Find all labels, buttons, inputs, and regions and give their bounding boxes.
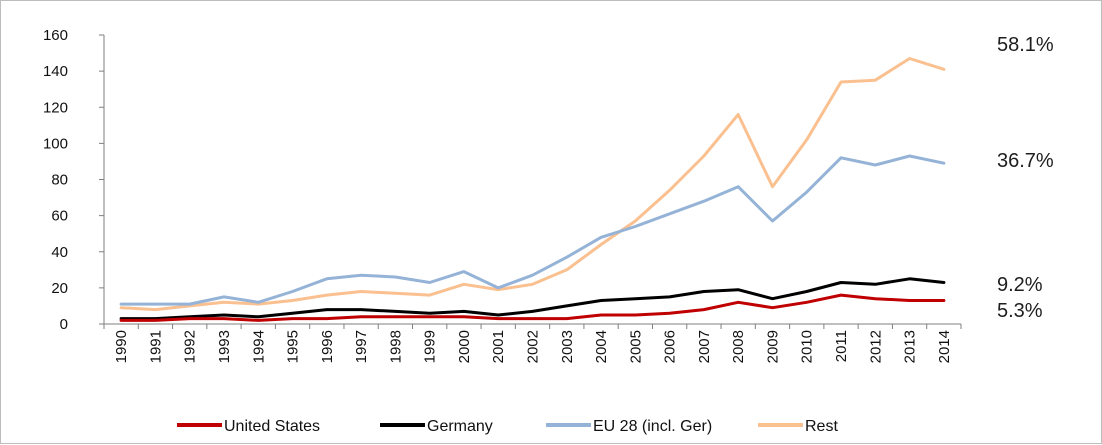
y-axis-ticks: 0 20 40 60 80 100 120 140 160 bbox=[43, 27, 104, 333]
end-labels: 58.1% 36.7% 9.2% 5.3% bbox=[997, 34, 1054, 322]
end-label: 58.1% bbox=[997, 34, 1054, 56]
legend: United States Germany EU 28 (incl. Ger) Res… bbox=[177, 418, 838, 435]
x-tick-label: 1995 bbox=[285, 330, 302, 363]
x-tick-label: 2009 bbox=[764, 330, 781, 363]
legend-label: Rest bbox=[805, 418, 838, 435]
series-line-rest bbox=[119, 57, 946, 312]
x-tick-label: 2011 bbox=[833, 330, 850, 362]
y-tick-label: 120 bbox=[43, 99, 68, 116]
x-tick-label: 2013 bbox=[902, 330, 919, 363]
x-tick-label: 1997 bbox=[353, 330, 370, 363]
y-tick-label: 80 bbox=[51, 172, 68, 189]
x-tick-label: 2002 bbox=[525, 330, 542, 363]
legend-label: Germany bbox=[427, 418, 493, 435]
y-tick-label: 100 bbox=[43, 135, 68, 152]
x-tick-label: 2007 bbox=[696, 330, 713, 363]
x-tick-label: 1996 bbox=[319, 330, 336, 363]
x-tick-label: 1994 bbox=[250, 330, 267, 363]
series-lines bbox=[119, 57, 946, 322]
x-tick-label: 1999 bbox=[422, 330, 439, 363]
y-tick-label: 60 bbox=[51, 208, 68, 225]
axes bbox=[103, 35, 961, 325]
y-tick-label: 140 bbox=[43, 63, 68, 80]
x-tick-label: 1990 bbox=[113, 330, 130, 363]
y-tick-label: 0 bbox=[60, 316, 68, 333]
y-tick-label: 20 bbox=[51, 280, 68, 297]
y-tick-label: 160 bbox=[43, 27, 68, 44]
x-tick-label: 1998 bbox=[387, 330, 404, 363]
x-tick-label: 2008 bbox=[730, 330, 747, 363]
x-tick-label: 2006 bbox=[662, 330, 679, 363]
series-line-united-states bbox=[119, 293, 946, 322]
series-line-eu-28-incl-ger bbox=[119, 154, 946, 306]
x-tick-label: 1991 bbox=[147, 330, 164, 363]
x-tick-label: 2000 bbox=[456, 330, 473, 363]
end-label: 36.7% bbox=[997, 150, 1054, 172]
x-tick-label: 2001 bbox=[490, 330, 507, 363]
series-line-germany bbox=[119, 277, 946, 321]
x-tick-label: 2010 bbox=[799, 330, 816, 363]
x-tick-label: 2003 bbox=[559, 330, 576, 363]
legend-label: EU 28 (incl. Ger) bbox=[593, 418, 712, 435]
legend-label: United States bbox=[224, 418, 320, 435]
y-tick-label: 40 bbox=[51, 244, 68, 261]
x-tick-label: 2004 bbox=[593, 330, 610, 363]
x-tick-label: 2014 bbox=[936, 330, 953, 363]
x-tick-label: 1993 bbox=[216, 330, 233, 363]
end-label: 9.2% bbox=[997, 274, 1043, 296]
x-tick-label: 2012 bbox=[867, 330, 884, 363]
x-tick-label: 2005 bbox=[627, 330, 644, 363]
x-axis-ticks: 1990 1991 1992 1993 1994 1995 1996 1997 1998 1999… bbox=[103, 324, 962, 363]
x-tick-label: 1992 bbox=[182, 330, 199, 363]
end-label: 5.3% bbox=[997, 300, 1043, 322]
